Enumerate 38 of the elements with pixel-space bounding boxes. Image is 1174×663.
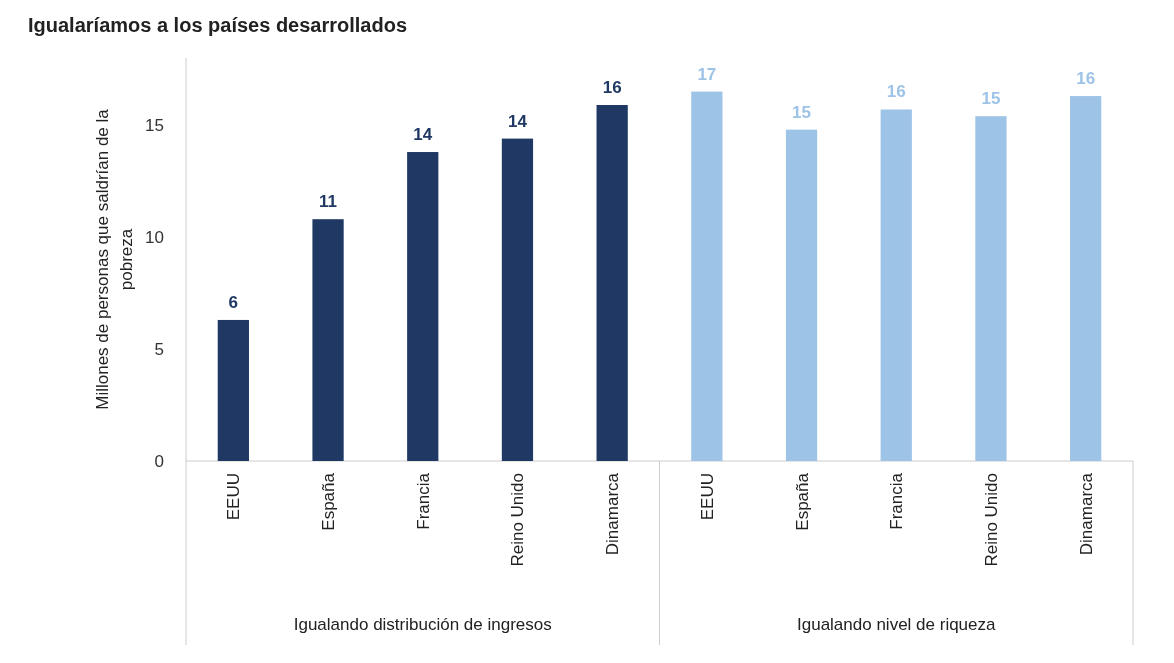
- x-tick-label: España: [319, 472, 338, 531]
- chart-title: Igualaríamos a los países desarrollados: [28, 14, 408, 36]
- bar: [312, 219, 344, 461]
- x-tick-label: EEUU: [224, 473, 244, 521]
- x-tick-label: Reino Unido: [508, 473, 528, 567]
- bar: [501, 138, 534, 461]
- y-tick-label: 10: [145, 228, 164, 248]
- bar: [975, 116, 1007, 461]
- x-tick-label: Francia: [887, 472, 907, 530]
- x-tick-label: España: [792, 472, 812, 531]
- x-tick-label: Dinamarca: [603, 472, 623, 556]
- data-label: 6: [228, 292, 239, 312]
- bar: [880, 109, 912, 461]
- data-label: 14: [507, 111, 528, 131]
- data-label: 15: [981, 89, 1001, 109]
- bar: [1070, 96, 1102, 461]
- text: Igualando distribución de ingresos: [293, 615, 552, 634]
- y-axis-title: Millones de personas que saldrían de la pobreza: [93, 108, 136, 410]
- data-label: 16: [1076, 69, 1096, 89]
- x-tick-label: Reino Unido: [981, 473, 1001, 567]
- x-tick-label: Francia: [413, 472, 433, 530]
- data-label: 17: [697, 64, 717, 84]
- y-tick-label: 15: [145, 116, 164, 136]
- y-tick-label: 5: [154, 340, 164, 360]
- data-label: 14: [413, 125, 433, 145]
- bar: [596, 105, 628, 461]
- data-label: 15: [792, 102, 812, 122]
- x-tick-label: Dinamarca: [1076, 472, 1096, 556]
- text: Igualando nivel de riqueza: [797, 615, 997, 634]
- bar: [217, 319, 249, 461]
- data-label: 16: [886, 82, 906, 102]
- bar: [785, 129, 818, 461]
- data-label: 16: [602, 78, 622, 98]
- bar: [407, 152, 439, 461]
- x-tick-label: EEUU: [697, 473, 717, 521]
- bar: [691, 91, 723, 461]
- data-label: 11: [319, 192, 338, 212]
- y-tick-label: 0: [154, 451, 164, 471]
